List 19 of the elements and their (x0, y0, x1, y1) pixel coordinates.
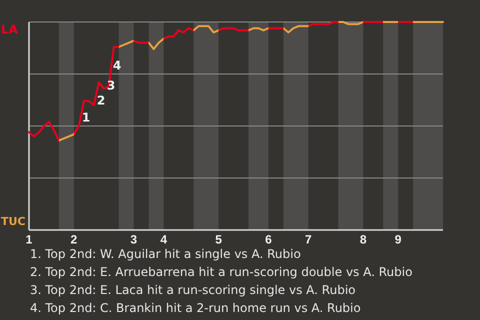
annotation: 3 (106, 78, 116, 92)
text: 4. Top 2nd: C. Brankin hit a 2-run home run vs A. Rubio (30, 301, 361, 315)
text: 1. Top 2nd: W. Aguilar hit a single vs A. Rubio (30, 247, 301, 261)
annotation: 4 (112, 58, 122, 72)
text: TUC (1, 215, 26, 228)
annotation: 1 (82, 110, 90, 124)
annotation: 2 (96, 93, 106, 108)
text: 2. Top 2nd: E. Arruebarrena hit a run-scoring double vs A. Rubio (30, 265, 412, 279)
x-tick-label: 6 (265, 232, 272, 247)
x-tick-label: 5 (215, 232, 222, 247)
x-tick-label: 8 (360, 232, 367, 247)
x-tick-label: 1 (26, 232, 33, 247)
text: 3. Top 2nd: E. Laca hit a run-scoring single vs A. Rubio (30, 283, 356, 297)
x-tick-label: 7 (304, 232, 312, 247)
x-tick-label: 4 (160, 232, 168, 247)
x-tick-label: 9 (394, 232, 402, 247)
x-tick-label: 2 (70, 232, 78, 247)
text: LA (1, 22, 19, 36)
x-tick-label: 3 (130, 232, 138, 247)
